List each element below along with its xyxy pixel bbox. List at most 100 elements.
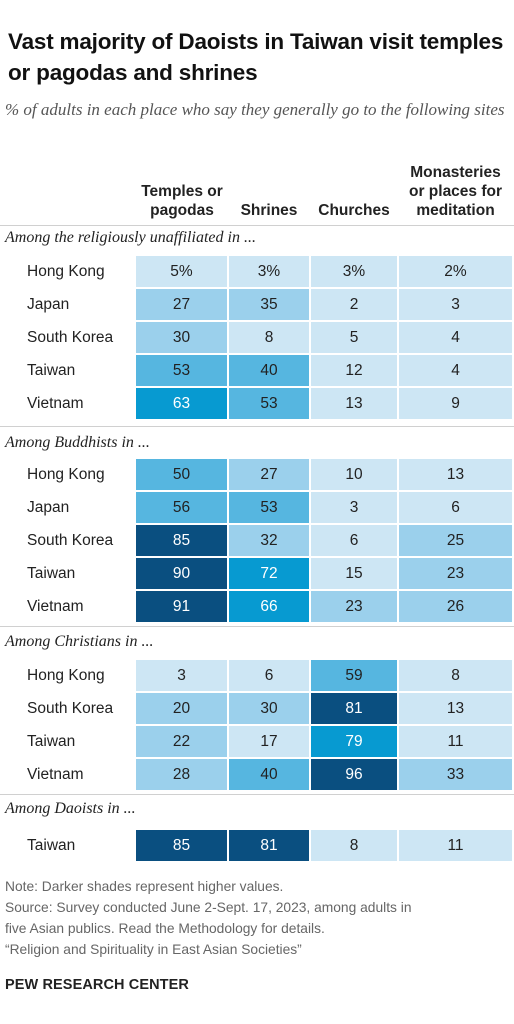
heatmap-cell: 28 (136, 759, 227, 790)
row-label: Taiwan (27, 733, 76, 750)
heatmap-cell: 3 (399, 289, 512, 320)
table-row: Taiwan 22 17 79 11 (0, 726, 514, 757)
heatmap-cell: 3% (311, 256, 397, 287)
group-separator (0, 426, 514, 427)
heatmap-cell: 27 (229, 459, 309, 490)
heatmap-cell: 2 (311, 289, 397, 320)
heatmap-cell: 66 (229, 591, 309, 622)
row-label: South Korea (27, 329, 114, 346)
heatmap-cell: 4 (399, 355, 512, 386)
heatmap-cell: 8 (229, 322, 309, 353)
heatmap-cell: 4 (399, 322, 512, 353)
table-row: South Korea 20 30 81 13 (0, 693, 514, 724)
heatmap-cell: 63 (136, 388, 227, 419)
heatmap-cell: 53 (229, 492, 309, 523)
heatmap-cell: 5 (311, 322, 397, 353)
heatmap-cell: 11 (399, 830, 512, 861)
row-label: Japan (27, 499, 70, 516)
heatmap-cell: 6 (399, 492, 512, 523)
heatmap-cell: 11 (399, 726, 512, 757)
row-label: Vietnam (27, 766, 84, 783)
heatmap-cell: 40 (229, 355, 309, 386)
heatmap-cell: 33 (399, 759, 512, 790)
table-row: Taiwan 90 72 15 23 (0, 558, 514, 589)
heatmap-cell: 53 (229, 388, 309, 419)
heatmap-cell: 3% (229, 256, 309, 287)
heatmap-cell: 3 (311, 492, 397, 523)
group-separator (0, 626, 514, 627)
group-label: Among Christians in ... (5, 633, 154, 650)
header-rule (0, 225, 514, 226)
heatmap-cell: 5% (136, 256, 227, 287)
heatmap-cell: 96 (311, 759, 397, 790)
heatmap-cell: 22 (136, 726, 227, 757)
column-header-2: Shrines (240, 202, 298, 219)
note-line-2: Source: Survey conducted June 2-Sept. 17… (5, 900, 412, 915)
heatmap-cell: 8 (311, 830, 397, 861)
heatmap-cell: 81 (229, 830, 309, 861)
heatmap-cell: 90 (136, 558, 227, 589)
column-header-4: Monasteries or places for meditation (408, 164, 503, 219)
heatmap-cell: 13 (311, 388, 397, 419)
row-label: Taiwan (27, 362, 76, 379)
heatmap-cell: 85 (136, 830, 227, 861)
heatmap-cell: 13 (399, 459, 512, 490)
heatmap-cell: 15 (311, 558, 397, 589)
heatmap-cell: 6 (229, 660, 309, 691)
chart-title: Vast majority of Daoists in Taiwan visit… (8, 29, 504, 85)
row-label: Hong Kong (27, 263, 105, 280)
heatmap-cell: 17 (229, 726, 309, 757)
table-row: South Korea 30 8 5 4 (0, 322, 514, 353)
heatmap-cell: 35 (229, 289, 309, 320)
heatmap-cell: 59 (311, 660, 397, 691)
heatmap-cell: 50 (136, 459, 227, 490)
table-row: Hong Kong 5% 3% 3% 2% (0, 256, 514, 287)
heatmap-cell: 56 (136, 492, 227, 523)
table-row: Vietnam 28 40 96 33 (0, 759, 514, 790)
brand-label: PEW RESEARCH CENTER (5, 977, 189, 993)
table-row: Japan 56 53 3 6 (0, 492, 514, 523)
heatmap-cell: 3 (136, 660, 227, 691)
note-line-4: “Religion and Spirituality in East Asian… (5, 942, 302, 957)
heatmap-cell: 23 (311, 591, 397, 622)
row-label: Vietnam (27, 598, 84, 615)
heatmap-cell: 32 (229, 525, 309, 556)
column-header-1: Temples or pagodas (141, 183, 223, 219)
heatmap-cell: 20 (136, 693, 227, 724)
heatmap-cell: 85 (136, 525, 227, 556)
heatmap-cell: 6 (311, 525, 397, 556)
row-label: South Korea (27, 700, 114, 717)
heatmap-cell: 10 (311, 459, 397, 490)
heatmap-cell: 30 (136, 322, 227, 353)
table-row: South Korea 85 32 6 25 (0, 525, 514, 556)
table-row: Taiwan 53 40 12 4 (0, 355, 514, 386)
table-row: Vietnam 63 53 13 9 (0, 388, 514, 419)
heatmap-cell: 79 (311, 726, 397, 757)
heatmap-cell: 25 (399, 525, 512, 556)
group-label: Among Daoists in ... (5, 800, 136, 817)
table-row: Japan 27 35 2 3 (0, 289, 514, 320)
heatmap-cell: 2% (399, 256, 512, 287)
row-label: Vietnam (27, 395, 84, 412)
chart-subtitle: % of adults in each place who say they g… (5, 100, 505, 119)
heatmap-cell: 53 (136, 355, 227, 386)
row-label: Taiwan (27, 837, 76, 854)
heatmap-cell: 13 (399, 693, 512, 724)
heatmap-cell: 27 (136, 289, 227, 320)
note-line-3: five Asian publics. Read the Methodology… (5, 921, 325, 936)
heatmap-cell: 8 (399, 660, 512, 691)
group-label: Among Buddhists in ... (5, 434, 150, 451)
group-label: Among the religiously unaffiliated in ..… (5, 229, 256, 246)
row-label: Taiwan (27, 565, 76, 582)
heatmap-cell: 72 (229, 558, 309, 589)
table-row: Hong Kong 50 27 10 13 (0, 459, 514, 490)
group-separator (0, 794, 514, 795)
column-header-3: Churches (318, 202, 390, 219)
heatmap-cell: 30 (229, 693, 309, 724)
table-row: Taiwan 85 81 8 11 (0, 830, 514, 861)
heatmap-cell: 40 (229, 759, 309, 790)
row-label: Japan (27, 296, 70, 313)
row-label: Hong Kong (27, 466, 105, 483)
heatmap-cell: 81 (311, 693, 397, 724)
table-row: Vietnam 91 66 23 26 (0, 591, 514, 622)
